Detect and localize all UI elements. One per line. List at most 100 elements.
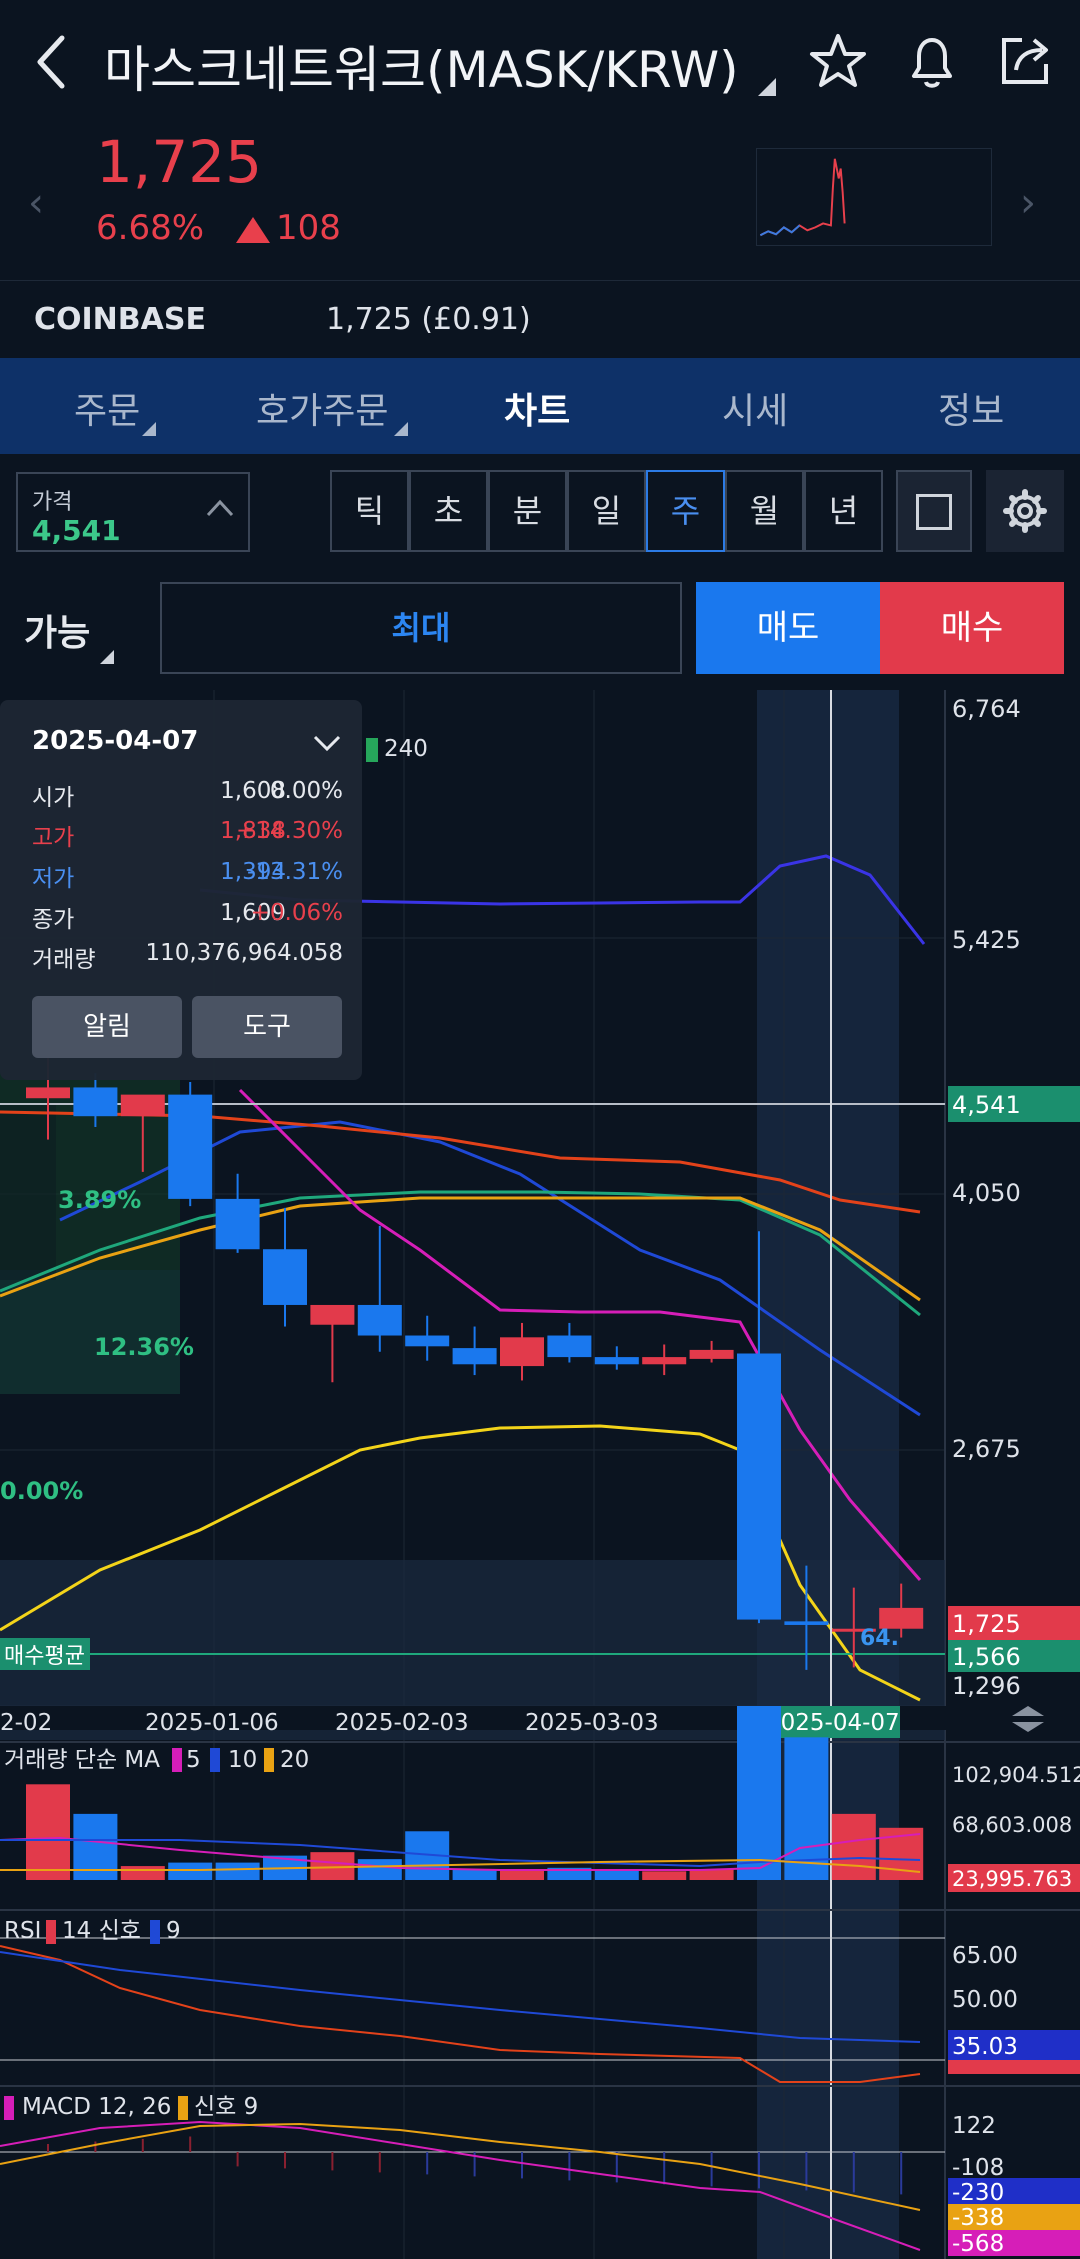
price-tick-2: 5,425 [952, 926, 1021, 954]
max-button[interactable]: 최대 [160, 582, 682, 674]
ma-line-green [0, 1190, 921, 1317]
buy-button[interactable]: 매수 [880, 582, 1064, 674]
change-percent: 6.68% [96, 208, 205, 248]
crosshair-price-tag [948, 1086, 1080, 1122]
vol-ma-5: 5 [186, 1747, 201, 1773]
popup-close-value: 1,609 [220, 900, 286, 926]
popup-volume-label: 거래량 [32, 947, 96, 973]
ma-line-indigo [199, 854, 926, 945]
price-chart[interactable]: 3.89% 12.36% 0.00% 64. 매수평균 6,764 5,425 … [0, 690, 1080, 2259]
candle-body[interactable] [452, 1348, 497, 1365]
volume-bar [357, 1859, 402, 1880]
candle-body[interactable] [357, 1304, 402, 1336]
mini-chart [756, 148, 992, 246]
macd-tick-3: -230 [952, 2180, 1004, 2206]
period-minute[interactable]: 분 [488, 470, 567, 552]
period-week[interactable]: 주 [646, 470, 725, 552]
popup-open-value: 1,608 [220, 778, 286, 804]
candle-body[interactable] [737, 1353, 781, 1620]
page-title[interactable]: 마스크네트워크(MASK/KRW) [104, 41, 739, 99]
price-selector[interactable] [16, 472, 250, 552]
tool-button[interactable]: 도구 [192, 996, 342, 1058]
notification-bell-icon[interactable] [900, 30, 964, 94]
candle-body[interactable] [310, 1304, 355, 1325]
tab-bar: 주문 호가주문 차트 시세 정보 [0, 358, 1080, 454]
zone-mid [0, 1270, 180, 1394]
square-icon [916, 494, 952, 530]
candle-body[interactable] [784, 1621, 829, 1625]
candle-body[interactable] [73, 1087, 118, 1117]
tab-order-caret-icon [142, 422, 156, 436]
price-tick-3: 4,050 [952, 1179, 1021, 1207]
candle-body[interactable] [547, 1335, 592, 1358]
popup-low-value: 1,394 [220, 859, 286, 885]
avg-buy-tag [0, 1638, 90, 1670]
candle-body[interactable] [831, 1628, 876, 1632]
back-arrow-icon[interactable] [32, 32, 72, 92]
volume-bar [831, 1813, 876, 1880]
macd-tick-2: -108 [952, 2155, 1004, 2181]
vol-ma-10: 10 [228, 1747, 257, 1773]
volume-bar [784, 1737, 829, 1880]
volume-legend: 거래량 단순 MA [4, 1747, 160, 1773]
title-dropdown-icon[interactable] [758, 78, 776, 96]
candle-body[interactable] [689, 1349, 734, 1359]
prev-coin-arrow[interactable]: ‹ [28, 180, 44, 226]
avg-price-label: 1,566 [952, 1643, 1021, 1671]
volume-bar [26, 1784, 70, 1880]
popup-open-label: 시가 [32, 785, 75, 811]
candle-body[interactable] [642, 1357, 687, 1365]
period-day[interactable]: 일 [567, 470, 646, 552]
tab-market[interactable]: 시세 [722, 391, 789, 432]
exchange-price: 1,725 (£0.91) [326, 302, 531, 337]
candle-body[interactable] [215, 1198, 260, 1250]
x-tick-4: 2025-03-03 [525, 1710, 659, 1736]
candle-body[interactable] [26, 1087, 70, 1099]
candle-body[interactable] [263, 1249, 307, 1305]
x-tick-2: 2025-01-06 [145, 1710, 279, 1736]
period-tick[interactable]: 틱 [330, 470, 409, 552]
tab-quote-caret-icon [394, 422, 408, 436]
period-year[interactable]: 년 [804, 470, 883, 552]
ma-240-swatch [366, 738, 378, 762]
tab-quote-order[interactable]: 호가주문 [256, 391, 389, 432]
resize-handle-icon[interactable] [1012, 1706, 1044, 1732]
candle-body[interactable] [879, 1607, 924, 1629]
available-label[interactable]: 가능 [24, 613, 91, 654]
macd-tick-5: -568 [952, 2231, 1004, 2257]
ma-line-yellow [0, 1424, 921, 1702]
tab-order[interactable]: 주문 [74, 391, 141, 432]
crosshair-price-label: 4,541 [952, 1091, 1021, 1119]
gear-icon [1003, 489, 1047, 533]
macd-histogram [47, 2136, 903, 2195]
period-month[interactable]: 월 [725, 470, 804, 552]
tab-info[interactable]: 정보 [938, 391, 1005, 432]
popup-volume-value: 110,376,964.058 [145, 940, 343, 966]
candle-body[interactable] [405, 1335, 450, 1347]
candle-body[interactable] [500, 1337, 544, 1367]
sell-button[interactable]: 매도 [696, 582, 880, 674]
settings-button[interactable] [986, 470, 1064, 552]
price-tick-5: 1,296 [952, 1672, 1021, 1700]
popup-high-label: 고가 [32, 825, 75, 851]
exchange-row [0, 280, 1080, 358]
volume-bar [594, 1869, 639, 1880]
chevron-down-icon[interactable] [312, 732, 342, 754]
favorite-star-icon[interactable] [808, 32, 868, 92]
volume-bar [452, 1869, 497, 1880]
period-second[interactable]: 초 [409, 470, 488, 552]
chevron-up-icon[interactable] [206, 498, 234, 518]
candle-body[interactable] [120, 1094, 165, 1117]
rsi-tick-1: 65.00 [952, 1943, 1018, 1969]
candle-tag: 64. [860, 1626, 899, 1651]
next-coin-arrow[interactable]: › [1020, 180, 1036, 226]
avg-buy-label: 매수평균 [4, 1644, 85, 1669]
alarm-button[interactable]: 알림 [32, 996, 182, 1058]
layout-button[interactable] [896, 470, 972, 552]
vol-tick-2: 68,603.008 [952, 1813, 1072, 1837]
share-icon[interactable] [996, 30, 1056, 90]
candle-body[interactable] [168, 1094, 213, 1199]
tab-chart[interactable]: 차트 [504, 391, 571, 432]
ma-line-orange [0, 1196, 921, 1302]
candle-body[interactable] [594, 1357, 639, 1365]
